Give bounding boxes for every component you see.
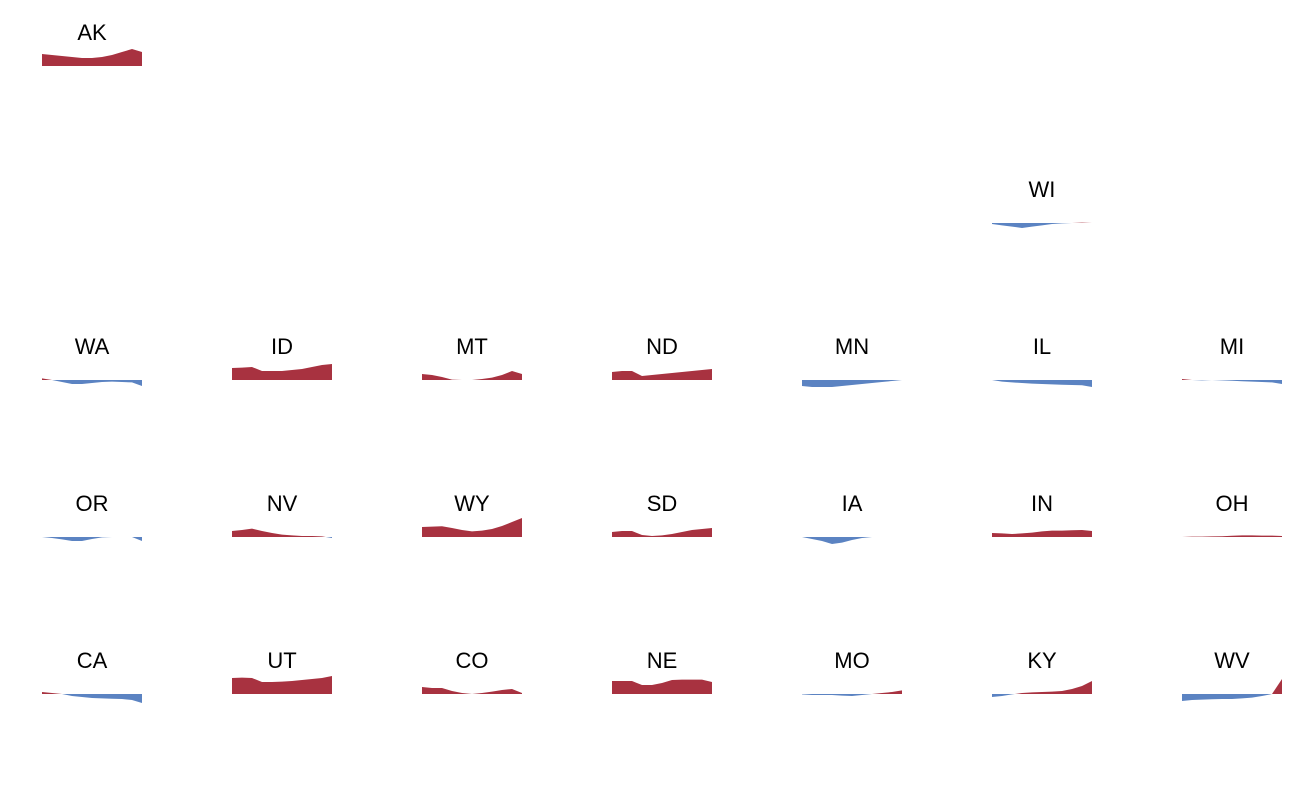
negative-area-segment [1192, 380, 1282, 384]
sparkline-area [42, 537, 142, 541]
negative-area-segment [802, 380, 902, 387]
state-label: SD [646, 491, 678, 516]
sparkline-area [422, 371, 522, 380]
sparkline-area [992, 380, 1092, 387]
positive-area-segment [422, 518, 522, 537]
negative-area-segment [42, 537, 112, 541]
state-label: WI [1028, 177, 1056, 202]
sparkline-area [422, 518, 522, 537]
positive-area-segment [422, 371, 522, 380]
state-label: NE [646, 648, 678, 673]
sparkline-area [42, 692, 142, 703]
negative-area-segment [992, 223, 1072, 228]
state-label: UT [267, 648, 297, 673]
sparkline-area [422, 687, 522, 694]
state-label: WV [1214, 648, 1250, 673]
sparkline-area [992, 222, 1092, 228]
sparkline-area [612, 369, 712, 380]
negative-area-segment [1182, 694, 1272, 701]
sparkline-area [232, 676, 332, 694]
positive-area-segment [1182, 379, 1192, 380]
state-label: IL [1032, 334, 1052, 359]
sparkline-area [802, 537, 872, 544]
positive-area-segment [872, 690, 902, 694]
state-label: NV [266, 491, 298, 516]
sparkline-area [1182, 679, 1282, 701]
state-label: MO [834, 648, 870, 673]
sparkline-area [992, 681, 1092, 697]
sparkline-area [42, 49, 142, 66]
positive-area-segment [1182, 535, 1282, 537]
state-label: MN [834, 334, 870, 359]
state-label: OH [1215, 491, 1249, 516]
sparkline-area [802, 690, 902, 696]
positive-area-segment [232, 528, 326, 537]
positive-area-segment [232, 364, 332, 380]
state-label: AK [77, 20, 107, 45]
positive-area-segment [612, 679, 712, 694]
sparkline-area [232, 364, 332, 380]
state-label: CO [455, 648, 489, 673]
state-label: IA [841, 491, 863, 516]
state-label: WA [74, 334, 110, 359]
negative-area-segment [992, 694, 1015, 697]
sparkline-area [612, 679, 712, 694]
sparkline-area [42, 378, 142, 386]
positive-area-segment [1272, 679, 1282, 694]
positive-area-segment [42, 692, 62, 694]
positive-area-segment [42, 378, 52, 380]
negative-area-segment [132, 537, 142, 541]
sparkline-area [232, 528, 332, 538]
sparkline-area [612, 528, 712, 537]
negative-area-segment [62, 694, 142, 703]
state-label: WY [454, 491, 490, 516]
sparkline-area [1182, 379, 1282, 384]
positive-area-segment [612, 369, 712, 380]
negative-area-segment [802, 537, 872, 544]
state-label: KY [1027, 648, 1057, 673]
state-label: OR [75, 491, 109, 516]
positive-area-segment [612, 528, 712, 537]
state-label: IN [1031, 491, 1053, 516]
state-label: MI [1219, 334, 1245, 359]
positive-area-segment [422, 687, 522, 694]
state-label: ND [646, 334, 678, 359]
sparkline-area [992, 530, 1092, 537]
negative-area-segment [802, 694, 872, 696]
positive-area-segment [1014, 681, 1092, 694]
positive-area-segment [232, 676, 332, 694]
state-label: CA [76, 648, 108, 673]
sparkline-area [802, 380, 902, 387]
state-label: MT [456, 334, 488, 359]
sparkline-area [1182, 535, 1282, 537]
negative-area-segment [992, 380, 1092, 387]
positive-area-segment [42, 49, 142, 66]
state-label: ID [271, 334, 293, 359]
negative-area-segment [325, 537, 332, 538]
negative-area-segment [52, 380, 142, 386]
positive-area-segment [992, 530, 1092, 537]
